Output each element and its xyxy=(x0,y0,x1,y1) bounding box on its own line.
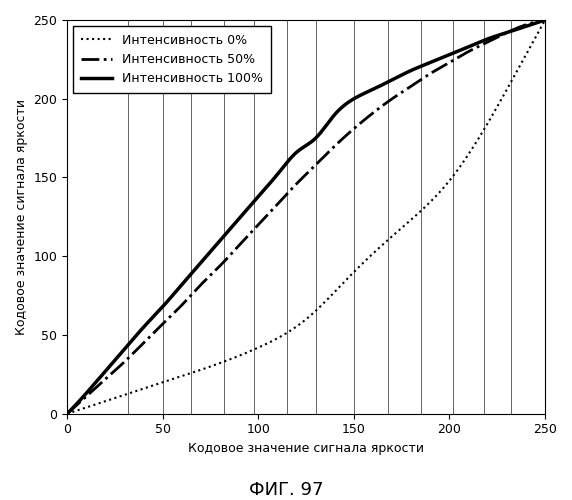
Интенсивность 100% xyxy=(63,410,70,416)
Интенсивность 0% xyxy=(530,38,537,44)
Интенсивность 100% xyxy=(530,20,537,26)
Интенсивность 100% xyxy=(291,152,297,158)
Интенсивность 0% xyxy=(455,166,462,172)
Legend: Интенсивность 0%, Интенсивность 50%, Интенсивность 100%: Интенсивность 0%, Интенсивность 50%, Инт… xyxy=(73,26,271,93)
Интенсивность 0% xyxy=(293,323,300,329)
Интенсивность 0% xyxy=(291,325,297,331)
Интенсивность 50% xyxy=(293,180,300,186)
Интенсивность 50% xyxy=(348,128,355,134)
Интенсивность 0% xyxy=(63,410,70,416)
Y-axis label: Кодовое значение сигнала яркости: Кодовое значение сигнала яркости xyxy=(15,99,28,335)
Text: ФИГ. 97: ФИГ. 97 xyxy=(249,481,323,499)
Интенсивность 0% xyxy=(322,298,329,304)
Интенсивность 100% xyxy=(322,123,329,129)
Интенсивность 50% xyxy=(291,184,297,190)
Интенсивность 50% xyxy=(322,152,329,158)
X-axis label: Кодовое значение сигнала яркости: Кодовое значение сигнала яркости xyxy=(188,442,424,455)
Интенсивность 100% xyxy=(293,149,300,155)
Line: Интенсивность 0%: Интенсивность 0% xyxy=(67,20,545,413)
Интенсивность 50% xyxy=(530,20,537,26)
Интенсивность 50% xyxy=(63,410,70,416)
Интенсивность 0% xyxy=(542,17,549,23)
Интенсивность 100% xyxy=(455,48,462,54)
Интенсивность 50% xyxy=(542,17,549,23)
Line: Интенсивность 50%: Интенсивность 50% xyxy=(67,20,545,413)
Интенсивность 100% xyxy=(542,17,549,23)
Интенсивность 0% xyxy=(348,272,355,278)
Line: Интенсивность 100%: Интенсивность 100% xyxy=(67,20,545,413)
Интенсивность 100% xyxy=(348,97,355,103)
Интенсивность 50% xyxy=(455,54,462,60)
